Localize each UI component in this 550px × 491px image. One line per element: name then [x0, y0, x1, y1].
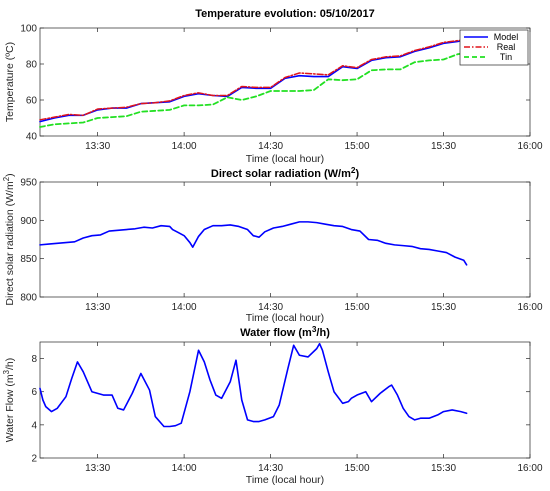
- legend-box: [459, 29, 529, 66]
- x-tick-label: 14:00: [172, 302, 197, 313]
- waterflow-y-axis-label: Water Flow (m3/h): [2, 358, 17, 443]
- legend-label-tin: Tin: [500, 52, 512, 62]
- radiation-x-axis-label: Time (local hour): [246, 312, 324, 324]
- y-tick-label: 950: [20, 178, 37, 189]
- waterflow-chart: Water flow (m3/h) 13:30 14:00 14:30 15:00 15:…: [2, 325, 543, 487]
- x-tick-label: 13:30: [85, 302, 110, 313]
- x-tick-label: 16:00: [517, 463, 542, 474]
- x-tick-label: 14:30: [258, 463, 283, 474]
- y-tick-label: 40: [26, 132, 38, 143]
- y-tick-label: 2: [31, 454, 37, 465]
- legend-label-real: Real: [497, 42, 516, 52]
- y-tick-label: 4: [31, 420, 37, 431]
- temperature-x-axis-label: Time (local hour): [246, 153, 324, 165]
- temperature-title: Temperature evolution: 05/10/2017: [195, 8, 375, 20]
- y-tick-label: 60: [26, 96, 38, 107]
- x-tick-label: 13:30: [85, 463, 110, 474]
- temperature-y-axis-label: Temperature (ºC): [4, 42, 16, 122]
- x-tick-label: 15:30: [431, 302, 456, 313]
- x-tick-label: 15:30: [431, 463, 456, 474]
- temperature-series-tin-line: [39, 52, 468, 128]
- y-tick-label: 900: [20, 216, 37, 227]
- x-tick-label: 15:00: [345, 302, 370, 313]
- x-tick-label: 15:00: [345, 141, 370, 152]
- y-tick-label: 850: [20, 254, 37, 265]
- waterflow-series-line: [39, 342, 468, 428]
- x-tick-label: 15:00: [345, 463, 370, 474]
- x-tick-label: 14:00: [172, 463, 197, 474]
- temperature-chart: Temperature evolution: 05/10/2017 13:30 14…: [4, 8, 543, 165]
- radiation-series-line: [39, 221, 468, 266]
- x-tick-label: 14:30: [258, 302, 283, 313]
- y-tick-label: 100: [20, 24, 37, 35]
- radiation-chart: Direct solar radiation (W/m2) 13:30 14:00 1…: [2, 166, 543, 325]
- x-tick-label: 13:30: [85, 141, 110, 152]
- x-tick-label: 16:00: [517, 302, 542, 313]
- y-tick-label: 6: [31, 387, 37, 398]
- x-tick-label: 15:30: [431, 141, 456, 152]
- x-tick-label: 14:30: [258, 141, 283, 152]
- legend-label-model: Model: [494, 32, 519, 42]
- waterflow-plot-area: [39, 341, 531, 459]
- x-tick-label: 16:00: [517, 141, 542, 152]
- temperature-series-real-line: [39, 38, 468, 121]
- radiation-y-axis-label: Direct solar radiation (W/m2): [2, 173, 17, 305]
- y-tick-label: 80: [26, 60, 38, 71]
- y-tick-label: 8: [31, 354, 37, 365]
- waterflow-x-axis-label: Time (local hour): [246, 474, 324, 486]
- y-tick-label: 800: [20, 293, 37, 304]
- temperature-plot-area: [39, 27, 531, 137]
- waterflow-title: Water flow (m3/h): [240, 325, 330, 340]
- radiation-title: Direct solar radiation (W/m2): [211, 166, 360, 181]
- radiation-plot-area: [39, 181, 531, 298]
- x-tick-label: 14:00: [172, 141, 197, 152]
